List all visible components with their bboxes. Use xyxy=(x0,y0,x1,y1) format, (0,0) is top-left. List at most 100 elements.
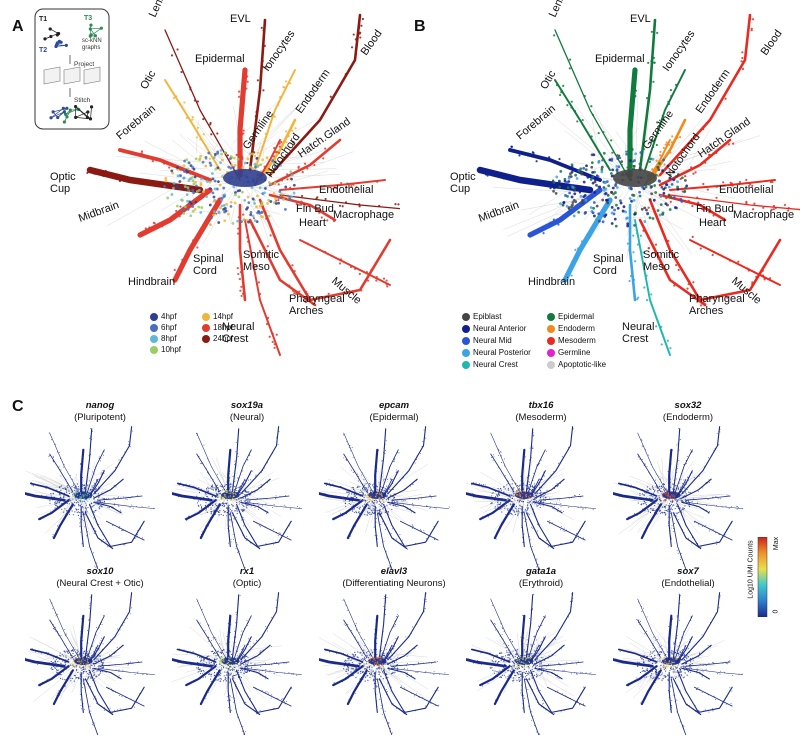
gene-rx1-branch-opticcup xyxy=(172,658,213,668)
panel-a-branch-neuralcrest xyxy=(244,219,281,356)
gene-sox32-branch-evl xyxy=(672,428,681,493)
legend-swatch xyxy=(150,334,158,343)
gene-sox10-branch-forebrain xyxy=(29,648,70,663)
colorbar-max-label: Max xyxy=(773,536,781,551)
panel-a-label-somitic-meso: Somitic Meso xyxy=(243,249,280,273)
panel-a-branch-epidermal xyxy=(237,67,248,178)
gene-sox7-branch-evl xyxy=(672,594,681,659)
gene-sox10-branches xyxy=(25,592,155,735)
gene-sox10-branch-ionocytes xyxy=(87,615,105,659)
panel-a-label-epidermal: Epidermal xyxy=(195,53,245,65)
gene-sox10-branch-opticcup xyxy=(25,658,66,668)
gene-sox7-branch-hindbrain xyxy=(640,669,662,706)
panel-a-central-cluster xyxy=(223,169,267,187)
panel-a-branch-evl xyxy=(248,18,267,172)
gene-gata1a-branch-blood xyxy=(534,592,574,661)
panel-b-core xyxy=(552,151,689,228)
gene-sox7-branch-endoderm xyxy=(677,636,693,663)
gene-sox32-branch-epidermal xyxy=(668,448,673,495)
gene-description: (Neural) xyxy=(229,412,265,423)
legend-label: Apoptotic-like xyxy=(558,360,607,369)
projection-plane xyxy=(83,66,101,85)
gene-name: epcam xyxy=(378,400,410,411)
legend-swatch xyxy=(150,345,158,354)
panel-b-label-forebrain: Forebrain xyxy=(514,103,558,142)
panel-a-branch-lens xyxy=(164,29,241,181)
legend-label: 4hpf xyxy=(161,312,177,321)
panel-a-label-hindbrain: Hindbrain xyxy=(128,276,175,288)
gene-epcam-branch-ionocytes xyxy=(381,449,399,493)
panel-b-branch-pharyngeal xyxy=(638,218,707,307)
panel-a-branch-midbrain xyxy=(137,187,213,238)
gene-sox19a-branch-hindbrain xyxy=(199,503,221,540)
gene-epcam-branch-finbud xyxy=(387,501,416,514)
legend-item-14hpf: 14hpf xyxy=(202,312,233,321)
gene-sox19a-expression-hotspot xyxy=(219,490,237,501)
panel-a-branch-opticcup xyxy=(86,166,204,194)
gene-tbx16-branch-ionocytes xyxy=(528,449,546,493)
legend-item-neural-crest: Neural Crest xyxy=(462,360,518,369)
gene-tbx16-branch-evl xyxy=(525,428,534,493)
gene-sox7-branch-blood xyxy=(681,592,721,661)
gene-sox10-branch-muscle xyxy=(105,686,145,707)
legend-item-8hpf: 8hpf xyxy=(150,334,177,343)
panel-a-label-ionocytes: Ionocytes xyxy=(261,28,298,74)
panel-b-label-fin-bud: Fin Bud xyxy=(696,203,734,215)
panel-a-branch-endothelial xyxy=(279,179,386,191)
gene-gata1a-branch-ionocytes xyxy=(528,615,546,659)
gene-tbx16-branch-blood xyxy=(534,426,574,495)
legend-swatch xyxy=(462,324,470,333)
panel-a-branch-hindbrain xyxy=(172,197,223,283)
panel-b-branch-blood xyxy=(658,13,752,177)
gene-name: nanog xyxy=(85,400,115,411)
gene-elavl3-branch-endothelial xyxy=(391,661,437,667)
gene-elavl3-central-cluster xyxy=(368,657,387,665)
gene-rx1-branch-ionocytes xyxy=(234,615,252,659)
panel-b-label-somitic-meso: Somitic Meso xyxy=(643,249,680,273)
legend-swatch xyxy=(150,312,158,321)
panel-b-branch-otic xyxy=(554,79,611,171)
legend-a: 4hpf 6hpf 8hpf 10hpf 14hpf 18hpf 24hpf xyxy=(150,312,280,362)
panel-b-branch-endothelial xyxy=(669,179,776,191)
gene-sox32-branch-pharyngeal xyxy=(672,512,702,550)
legend-item-neural-anterior: Neural Anterior xyxy=(462,324,526,333)
legend-label: 18hpf xyxy=(213,323,234,332)
gene-nanog-branch-macrophage xyxy=(97,502,155,509)
panel-b-branch-evl xyxy=(638,18,657,172)
gene-elavl3-branch-blood xyxy=(387,592,427,661)
legend-item-18hpf: 18hpf xyxy=(202,323,233,332)
panel-a-label-endothelial: Endothelial xyxy=(319,184,373,196)
gene-sox19a-branch-endothelial xyxy=(244,495,290,501)
panel-a-label-evl: EVL xyxy=(230,13,251,25)
gene-description: (Epidermal) xyxy=(369,412,419,423)
gene-tbx16-expression-hotspot xyxy=(513,490,532,501)
gene-gata1a-expression-hotspot xyxy=(513,656,532,668)
panel-b-label-blood: Blood xyxy=(759,28,785,58)
gene-gata1a-branch-midbrain xyxy=(479,665,511,687)
gene-panel-sox32: sox32 (Endoderm) xyxy=(608,400,768,570)
projection-plane xyxy=(63,66,81,85)
panel-a-branch-hatch xyxy=(268,138,342,187)
legend-item-10hpf: 10hpf xyxy=(150,345,181,354)
gene-panel-epcam: epcam (Epidermal) xyxy=(314,400,474,570)
gene-name: elavl3 xyxy=(380,566,408,577)
gene-sox7-branch-otic xyxy=(637,619,662,659)
gene-sox7-branch-finbud xyxy=(681,667,710,680)
panel-b-label-ionocytes: Ionocytes xyxy=(661,28,698,74)
gene-epcam-central-cluster xyxy=(368,491,387,499)
gene-sox10-branch-lens xyxy=(49,598,82,663)
panel-b-branch-hindbrain xyxy=(562,197,613,283)
panel-b-central-cluster xyxy=(613,169,657,187)
gene-nanog-branch-midbrain xyxy=(38,499,70,521)
gene-expression-graph xyxy=(466,426,596,569)
gene-epcam-branch-muscle xyxy=(399,520,439,541)
gene-rx1-branch-blood xyxy=(240,592,280,661)
gene-nanog-branch-neuralcrest xyxy=(82,512,99,569)
gene-sox32-branch-forebrain xyxy=(617,482,658,497)
legend-swatch xyxy=(202,334,210,343)
legend-swatch xyxy=(547,360,555,369)
gene-rx1-expression-hotspot xyxy=(219,656,238,668)
panel-a-label-otic: Otic xyxy=(138,68,158,91)
gene-sox10-branch-neuralcrest xyxy=(82,678,99,735)
